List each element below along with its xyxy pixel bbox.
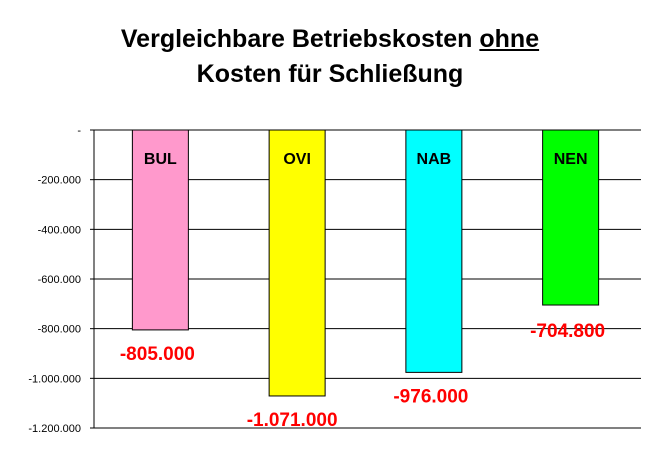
y-tick-label: -1.200.000	[28, 423, 81, 435]
category-label: OVI	[283, 151, 311, 168]
y-tick-label: -1.000.000	[28, 373, 81, 385]
data-label: -704.800	[530, 321, 605, 342]
data-label: -1.071.000	[247, 410, 338, 431]
category-label: NEN	[554, 151, 588, 168]
chart-title: Vergleichbare Betriebskosten ohne Kosten…	[0, 22, 660, 92]
bar-ovi	[268, 129, 326, 397]
bar-bul	[131, 129, 189, 331]
bar-nen	[542, 129, 600, 306]
title-underlined-word: ohne	[479, 25, 540, 53]
bar-nab	[405, 129, 463, 373]
y-tick-label: -800.000	[38, 324, 81, 336]
y-tick-label: -600.000	[38, 274, 81, 286]
y-tick-label: -200.000	[38, 175, 81, 187]
data-label: -805.000	[120, 344, 195, 365]
chart-title-line2: Kosten für Schließung	[196, 60, 464, 88]
category-label: NAB	[417, 151, 452, 168]
y-tick-label: -	[77, 125, 81, 137]
y-tick-label: -400.000	[38, 224, 81, 236]
category-label: BUL	[144, 151, 177, 168]
data-label: -976.000	[393, 386, 468, 407]
title-text: Vergleichbare Betriebskosten	[120, 25, 480, 53]
chart-title-line1: Vergleichbare Betriebskosten ohne	[0, 22, 660, 57]
